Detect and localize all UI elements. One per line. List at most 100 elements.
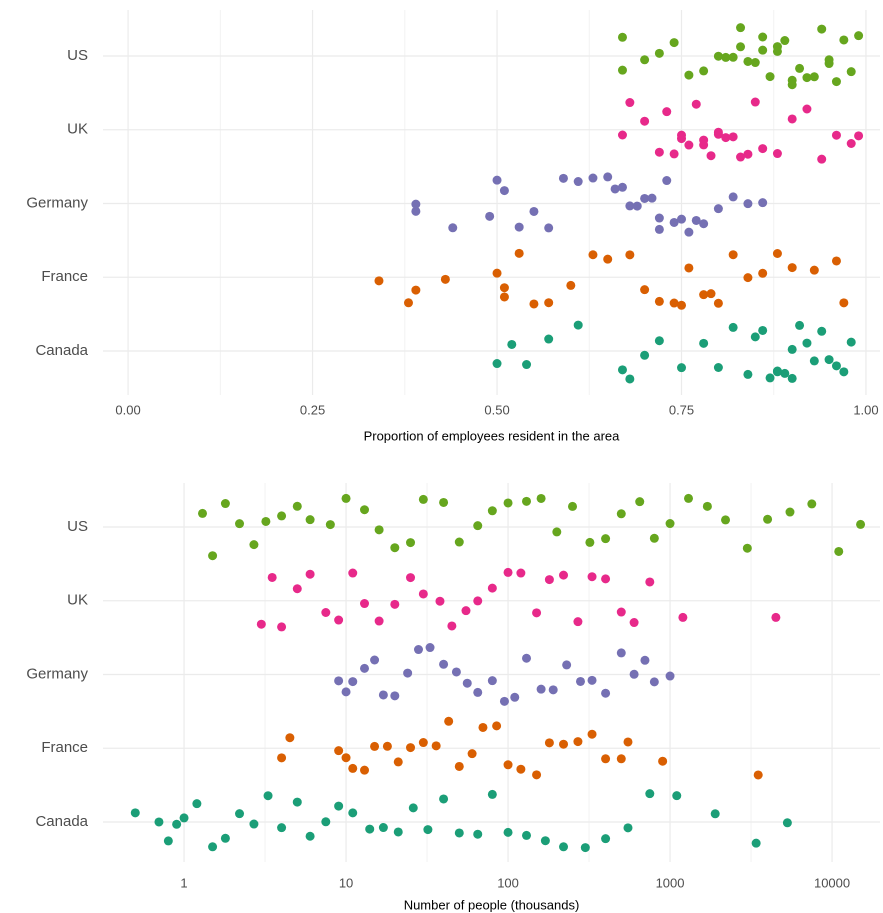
point (334, 746, 344, 756)
point (406, 538, 416, 548)
point (374, 616, 384, 626)
point (669, 149, 679, 159)
point (573, 177, 583, 187)
point (662, 176, 672, 186)
point (487, 789, 497, 799)
point (658, 756, 668, 766)
point (771, 612, 781, 622)
point (263, 791, 273, 801)
point (462, 678, 472, 688)
point (544, 223, 554, 233)
point (665, 671, 675, 681)
point (552, 527, 562, 537)
point (467, 749, 477, 759)
point (503, 567, 513, 577)
category-label: UK (67, 121, 88, 138)
point (654, 213, 664, 223)
point (787, 114, 797, 124)
point (587, 729, 597, 739)
point (585, 537, 595, 547)
point (824, 55, 834, 65)
point (831, 361, 841, 371)
point (713, 51, 723, 61)
point (575, 676, 585, 686)
category-label: France (41, 268, 88, 285)
point (699, 66, 709, 76)
point (672, 791, 682, 801)
point (492, 721, 502, 731)
point (393, 827, 403, 837)
point (758, 144, 768, 154)
point (809, 72, 819, 82)
point (617, 32, 627, 42)
point (360, 663, 370, 673)
point (617, 65, 627, 75)
category-label: Canada (35, 813, 88, 830)
point (154, 817, 164, 827)
point (772, 149, 782, 159)
point (461, 606, 471, 616)
point (473, 687, 483, 697)
point (654, 48, 664, 58)
point (684, 263, 694, 273)
point (699, 338, 709, 348)
point (669, 298, 679, 308)
point (677, 363, 687, 373)
x-tick-label: 100 (497, 875, 519, 890)
point (487, 583, 497, 593)
point (765, 373, 775, 383)
point (834, 546, 844, 556)
point (532, 770, 542, 780)
point (573, 320, 583, 330)
point (831, 130, 841, 140)
point (179, 813, 189, 823)
point (172, 819, 182, 829)
point (423, 825, 433, 835)
point (406, 743, 416, 753)
point (374, 276, 384, 286)
point (334, 615, 344, 625)
category-label: France (41, 739, 88, 756)
point (807, 499, 817, 509)
point (691, 99, 701, 109)
category-label: Canada (35, 342, 88, 359)
point (640, 55, 650, 65)
point (713, 127, 723, 137)
point (454, 761, 464, 771)
point (787, 75, 797, 85)
point (348, 677, 358, 687)
point (439, 497, 449, 507)
point (529, 299, 539, 309)
point (444, 716, 454, 726)
point (378, 823, 388, 833)
point (736, 23, 746, 33)
point (192, 799, 202, 809)
point (499, 283, 509, 293)
point (406, 573, 416, 583)
point (780, 368, 790, 378)
point (654, 296, 664, 306)
point (601, 574, 611, 584)
point (261, 516, 271, 526)
point (514, 222, 524, 232)
point (507, 339, 517, 349)
point (503, 827, 513, 837)
point (831, 77, 841, 87)
point (750, 97, 760, 107)
point (625, 98, 635, 108)
point (514, 248, 524, 258)
point (736, 42, 746, 52)
point (721, 52, 731, 62)
point (348, 808, 358, 818)
point (510, 692, 520, 702)
point (758, 198, 768, 208)
point (277, 823, 287, 833)
point (728, 322, 738, 332)
x-tick-label: 0.50 (484, 402, 509, 417)
point (403, 668, 413, 678)
point (334, 801, 344, 811)
point (787, 263, 797, 273)
x-tick-label: 0.75 (669, 402, 694, 417)
point (451, 667, 461, 677)
